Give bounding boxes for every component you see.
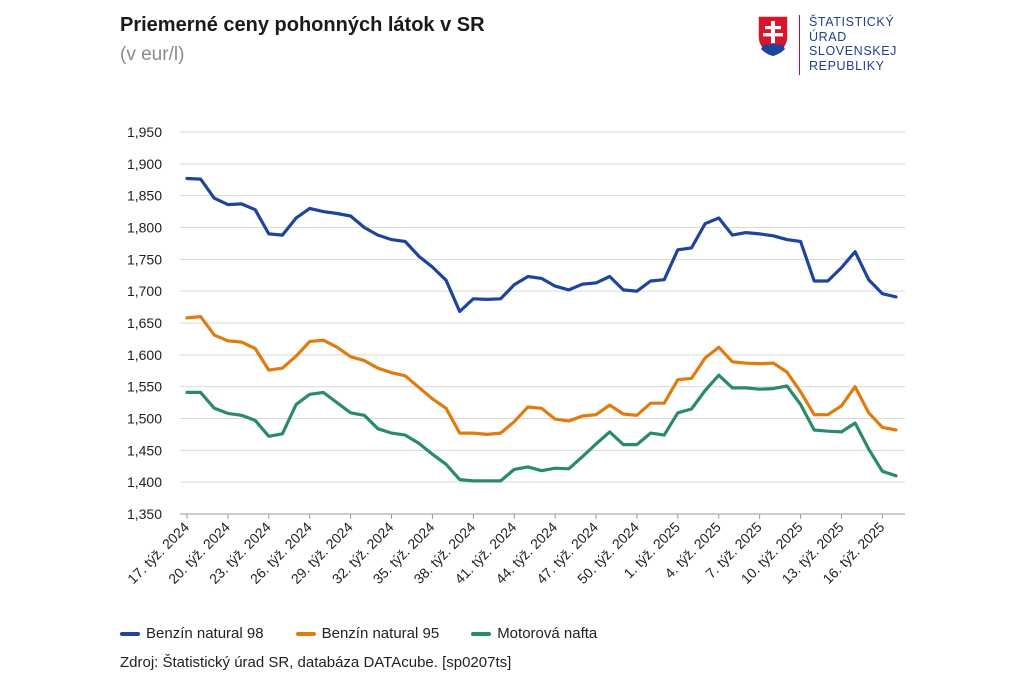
legend-label: Motorová nafta <box>497 625 598 642</box>
y-tick-label: 1,750 <box>127 251 162 267</box>
slovak-coat-of-arms-icon <box>757 15 789 57</box>
chart-subtitle: (v eur/l) <box>120 44 185 65</box>
series-lines <box>185 176 898 483</box>
y-tick-label: 1,500 <box>127 411 162 427</box>
logo-separator <box>799 15 800 75</box>
series-line <box>185 315 898 436</box>
y-tick-label: 1,700 <box>127 283 162 299</box>
legend-swatch <box>295 631 316 636</box>
logo-line: SLOVENSKEJ <box>809 44 897 58</box>
y-tick-label: 1,900 <box>127 156 162 172</box>
y-tick-label: 1,350 <box>127 506 162 522</box>
chart-title: Priemerné ceny pohonných látok v SR <box>120 14 485 36</box>
statistical-office-logo: ŠTATISTICKÝ ÚRAD SLOVENSKEJ REPUBLIKY <box>757 15 907 77</box>
y-tick-label: 1,550 <box>127 379 162 395</box>
legend-label: Benzín natural 98 <box>146 625 264 642</box>
legend-swatch <box>120 631 140 636</box>
logo-text: ŠTATISTICKÝ ÚRAD SLOVENSKEJ REPUBLIKY <box>809 15 897 73</box>
y-tick-label: 1,850 <box>127 188 162 204</box>
y-tick-label: 1,600 <box>127 347 162 363</box>
y-tick-label: 1,650 <box>127 315 162 331</box>
series-line <box>185 176 898 314</box>
y-tick-label: 1,450 <box>127 442 162 458</box>
legend: Benzín natural 98 Benzín natural 95 Moto… <box>120 625 597 642</box>
series-line <box>185 373 898 483</box>
legend-swatch <box>471 631 492 636</box>
legend-item-benzin-95[interactable]: Benzín natural 95 <box>295 625 440 642</box>
source-note: Zdroj: Štatistický úrad SR, databáza DAT… <box>120 654 512 671</box>
legend-item-motorova-nafta[interactable]: Motorová nafta <box>471 625 597 642</box>
y-tick-label: 1,800 <box>127 220 162 236</box>
y-axis-ticks: 1,350 1,400 1,450 1,500 1,550 1,600 1,650 1,700… <box>127 124 162 522</box>
y-tick-label: 1,950 <box>127 124 162 140</box>
y-tick-label: 1,400 <box>127 474 162 490</box>
logo-line: REPUBLIKY <box>809 58 885 73</box>
legend-item-benzin-98[interactable]: Benzín natural 98 <box>120 625 264 642</box>
legend-label: Benzín natural 95 <box>321 625 440 642</box>
logo-line: ŠTATISTICKÝ <box>809 15 895 29</box>
logo-line: ÚRAD <box>809 29 847 44</box>
grid-lines <box>180 131 905 515</box>
